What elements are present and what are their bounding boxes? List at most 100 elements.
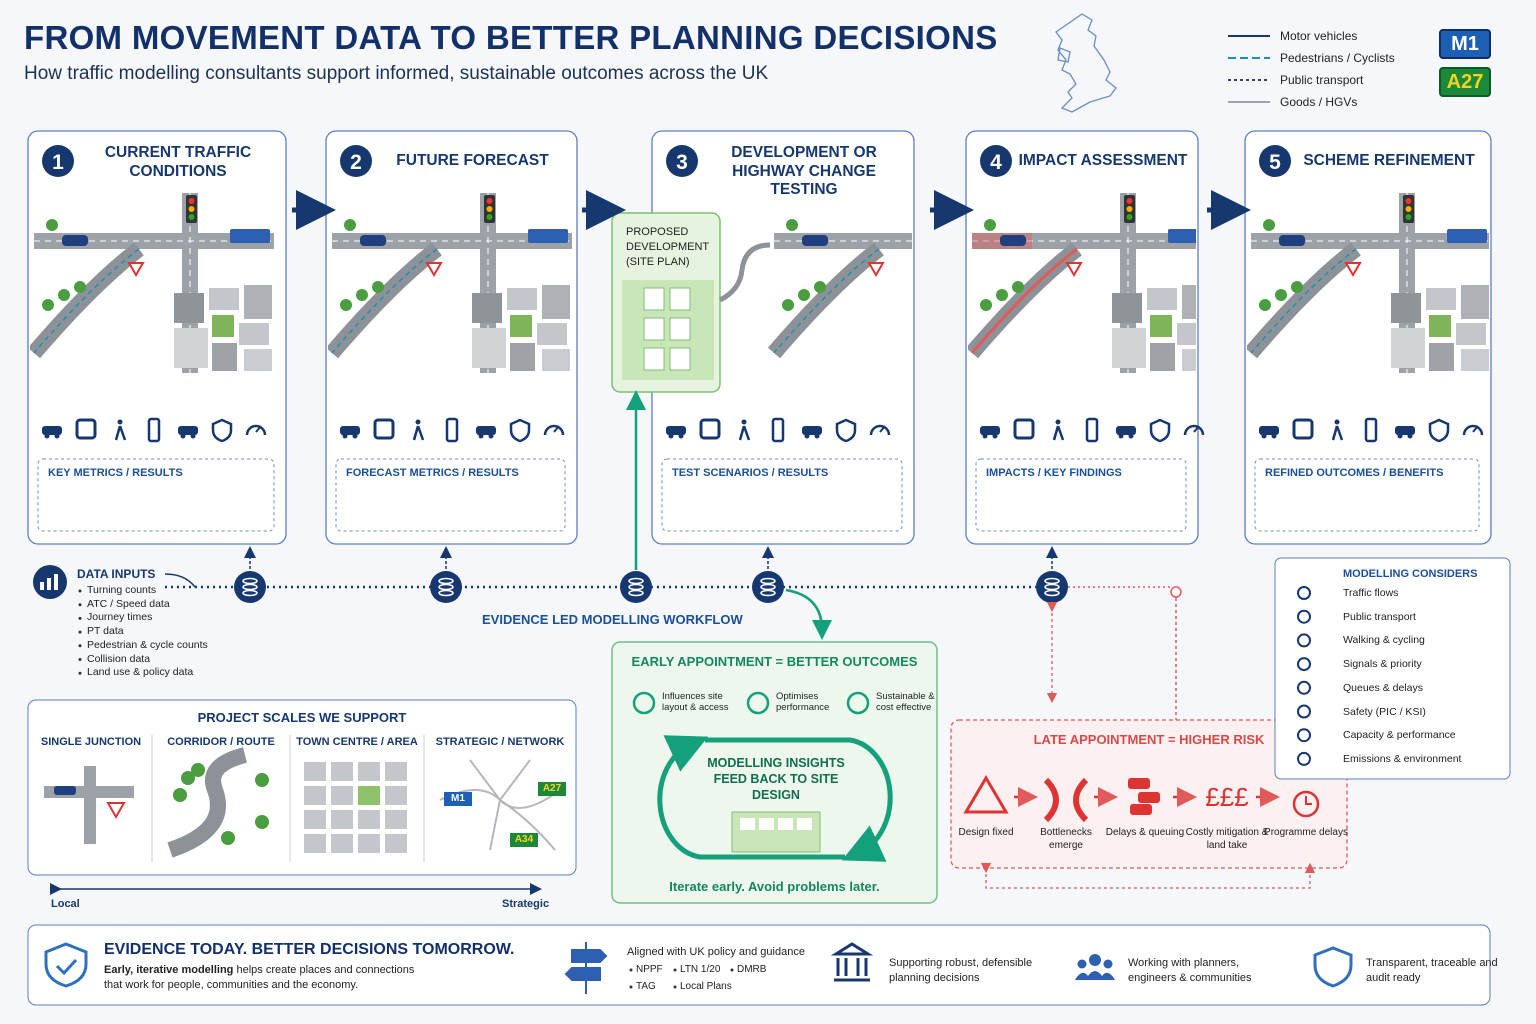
tree [1263,219,1275,231]
icon [543,424,565,436]
results-label: FORECAST METRICS / RESULTS [346,467,519,479]
building [1391,328,1425,368]
icon [1055,419,1061,425]
tree [372,281,384,293]
tree [173,788,187,802]
car-icon [1130,804,1152,815]
scene-inner [968,193,1196,373]
scale-label: SINGLE JUNCTION [40,736,142,748]
title: FROM MOVEMENT DATA TO BETTER PLANNING DE… [24,19,998,56]
building [239,323,269,345]
block [385,834,407,853]
shield-icon [44,942,88,988]
risk-label: Programme delays [1264,827,1348,838]
lamp [486,206,493,212]
sign-label: A27 [1446,71,1484,93]
bullet [78,671,82,675]
bus [1168,229,1196,243]
icon [1013,418,1035,440]
bar-icon [54,574,58,590]
bus [528,229,568,243]
db-icon [628,589,644,597]
data-inputs-title: DATA INPUTS [77,567,156,581]
icon [1397,433,1403,439]
scene-inner [30,193,274,373]
step-badge [980,145,1012,177]
consider-item: Public transport [1343,610,1416,623]
lane [1250,248,1357,354]
scales-title: PROJECT SCALES WE SUPPORT [197,710,407,725]
icon [678,433,684,439]
footer-box [27,924,1491,1006]
db-icon [438,589,454,597]
road [84,766,96,844]
benefit-label: Optimises performance [776,691,830,714]
icon [255,425,262,433]
building [1182,285,1196,319]
step-title: FUTURE FORECAST [396,152,549,169]
tree [255,815,269,829]
building [1147,288,1177,310]
building [472,328,506,368]
sign-label: A34 [514,834,534,845]
benefit-label: Sustainable & cost effective [876,691,935,714]
db-icon [242,583,258,591]
tree [42,299,54,311]
tree [221,831,235,845]
give-way [1344,262,1362,277]
consider-item: Walking & cycling [1343,634,1425,647]
data-node [1036,571,1068,603]
building [542,349,570,371]
results-box [1254,458,1480,532]
bar-icon [40,582,44,590]
building [209,288,239,310]
building [1182,349,1196,371]
results-label: KEY METRICS / RESULTS [48,467,183,479]
bottleneck-icon [1043,777,1089,823]
icon [982,433,988,439]
footer-lead: Early, iterative modelling [104,964,234,976]
building [1461,349,1489,371]
icon [980,426,1000,435]
tree [191,763,205,777]
considers-box [1274,557,1511,780]
tree [996,289,1008,301]
lamp [486,198,493,204]
plot [797,818,812,830]
scene [767,198,948,368]
icon [1364,417,1378,443]
scene-inner [1247,193,1489,373]
results-label: TEST SCENARIOS / RESULTS [672,467,829,479]
icon [245,424,267,436]
icon [178,426,198,435]
scene [968,193,1196,373]
building [914,293,944,323]
icon [1334,419,1340,425]
warning-icon [963,775,1009,814]
consider-item: Traffic flows [1343,587,1399,599]
icon [488,433,494,439]
icon [1193,425,1200,433]
icon [1292,418,1314,440]
building [244,285,272,319]
consider-item: Signals & priority [1343,658,1422,671]
lamp [929,198,935,204]
consider-item: Safety (PIC / KSI) [1343,705,1426,718]
early-title: EARLY APPOINTMENT = BETTER OUTCOMES [631,654,918,669]
policy-tag: DMRB [737,964,767,975]
loop-text: MODELLING INSIGHTS FEED BACK TO SITE DES… [707,756,845,802]
step-badge [340,145,372,177]
db-icon [1044,577,1060,585]
consider-item: Capacity & performance [1343,729,1456,742]
considers-title: MODELLING CONSIDERS [1343,568,1478,580]
data-input: Journey times [87,611,153,624]
road [167,747,248,858]
tree [46,219,58,231]
icon [75,418,97,440]
benefit-label: Influences site layout & access [662,691,729,714]
icon [1085,417,1099,443]
building [510,315,532,337]
data-input: Pedestrian & cycle counts [87,638,208,651]
building [914,328,948,368]
icon [1407,433,1413,439]
